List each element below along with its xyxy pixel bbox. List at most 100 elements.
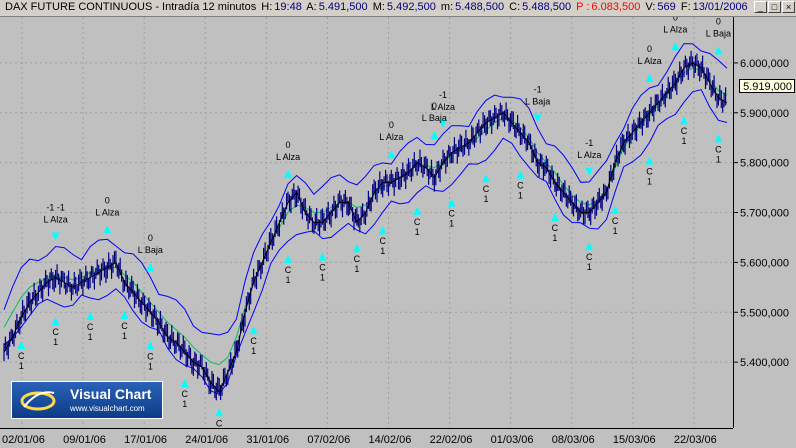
c1-up-arrow-icon — [352, 244, 361, 253]
maximize-button[interactable]: □ — [768, 1, 781, 13]
logo-url: www.visualchart.com — [70, 404, 145, 413]
c1-label: C — [354, 254, 361, 264]
c1-up-arrow-icon — [284, 255, 293, 264]
signal-up-arrow-icon — [671, 42, 680, 51]
pointer-label: P : — [576, 1, 590, 13]
signal-annotation: 0 L Alza — [637, 44, 662, 82]
c1-up-arrow-icon — [585, 242, 594, 251]
signal-label: L Baja — [422, 113, 447, 123]
c1-label: C — [52, 327, 59, 337]
signal-top-label: -1 — [534, 84, 542, 94]
signal-label: L Alza — [276, 152, 300, 162]
hour-label: H: — [261, 1, 273, 13]
c1-up-arrow-icon — [378, 226, 387, 235]
last-price-label: 5.919,000 — [739, 79, 795, 93]
date-tick-label: 22/03/06 — [674, 434, 717, 446]
c1-up-arrow-icon — [318, 252, 327, 261]
c1-label: C — [646, 167, 653, 177]
hour-value: 19:48 — [274, 1, 302, 13]
signal-label: L Alza — [95, 207, 119, 217]
c1-marker: C1 — [215, 408, 224, 428]
low-label: m: — [440, 1, 454, 13]
signal-up-arrow-icon — [387, 150, 396, 159]
c1-label: C — [319, 263, 326, 273]
close-button[interactable]: × — [782, 1, 795, 13]
c1-up-arrow-icon — [516, 170, 525, 179]
c1-marker: C1 — [146, 341, 155, 371]
c1-up-arrow-icon — [482, 174, 490, 183]
c1-marker: C1 — [378, 226, 387, 256]
c1-up-arrow-icon — [249, 326, 258, 335]
signal-up-arrow-icon — [284, 169, 293, 178]
c1-marker: C1 — [120, 310, 129, 341]
volume-label: V: — [645, 1, 656, 13]
price-chart-area[interactable]: -1 -1 L Alza 0 L Alza 0 L Baja 0 L Alza 0 L Alza -… — [0, 17, 734, 428]
c1-label: C — [87, 322, 94, 332]
signal-top-label: 0 — [286, 140, 291, 150]
c1-label: C — [517, 181, 524, 191]
signal-label: L Baja — [706, 28, 731, 38]
signal-down-arrow-icon — [533, 114, 542, 123]
c1-count: 1 — [716, 154, 721, 164]
signal-top-label: 0 — [148, 233, 153, 243]
signal-annotation: 0 L Baja — [422, 101, 447, 139]
c1-label: C — [379, 236, 386, 246]
logo-swoosh-icon — [20, 391, 56, 411]
c1-label: C — [250, 336, 257, 346]
chart-window-header: DAX FUTURE CONTINUOUS - Intradía 12 minu… — [0, 0, 796, 17]
price-line — [3, 62, 728, 394]
date-axis[interactable]: 02/01/06 09/01/06 17/01/06 24/01/06 31/01/06… — [0, 428, 733, 448]
date-axis-svg: 02/01/06 09/01/06 17/01/06 24/01/06 31/01/06… — [2, 434, 717, 446]
c1-count: 1 — [251, 346, 256, 356]
c1-label: C — [414, 217, 421, 227]
pointer-value: 6.083,500 — [591, 1, 641, 13]
price-tick-label: 5.500,000 — [740, 307, 789, 319]
signal-annotation: 0 L Alza — [276, 140, 300, 178]
c1-marker: C1 — [180, 379, 189, 409]
c1-label: C — [216, 418, 223, 428]
c1-marker: C1 — [51, 317, 60, 347]
signal-up-arrow-icon — [103, 225, 112, 234]
c1-count: 1 — [286, 275, 291, 285]
signal-annotation: -1 L Alza — [577, 138, 601, 176]
lower-band-line — [3, 89, 728, 395]
signal-up-arrow-icon — [430, 130, 439, 139]
c1-count: 1 — [122, 331, 127, 341]
c1-count: 1 — [320, 273, 325, 283]
c1-count: 1 — [415, 227, 420, 237]
c1-count: 1 — [354, 264, 359, 274]
c1-marker: C1 — [714, 134, 723, 164]
c1-count: 1 — [88, 332, 93, 342]
c1-marker: C1 — [86, 312, 95, 342]
c1-label: C — [483, 184, 490, 194]
signal-annotation: 0 L Alza — [663, 17, 687, 51]
c1-count: 1 — [552, 233, 557, 243]
signal-label: L Alza — [379, 132, 403, 142]
c1-count: 1 — [182, 399, 187, 409]
signal-up-arrow-icon — [645, 73, 654, 82]
c1-up-arrow-icon — [714, 134, 723, 143]
c1-marker: C1 — [249, 326, 258, 356]
c1-up-arrow-icon — [86, 312, 95, 321]
c1-count: 1 — [587, 262, 592, 272]
price-tick-label: 5.700,000 — [740, 208, 789, 220]
c1-up-arrow-icon — [447, 198, 456, 207]
minimize-button[interactable]: _ — [754, 1, 767, 13]
date-tick-label: 08/03/06 — [552, 434, 595, 446]
signal-label: L Baja — [138, 245, 163, 255]
c1-marker: C1 — [679, 116, 688, 146]
instrument-title: DAX FUTURE CONTINUOUS - Intradía 12 minu… — [5, 1, 257, 13]
c1-up-arrow-icon — [611, 205, 620, 214]
date-label: F: — [680, 1, 691, 13]
signal-annotation: -1 -1 L Alza — [44, 203, 68, 241]
c1-label: C — [586, 252, 593, 262]
c1-marker: C1 — [284, 255, 293, 285]
signal-top-label: -1 — [585, 138, 593, 148]
signal-annotation: 0 L Alza — [379, 120, 403, 159]
c1-count: 1 — [613, 226, 618, 236]
c1-label: C — [681, 126, 688, 136]
date-tick-label: 01/03/06 — [491, 434, 534, 446]
c1-count: 1 — [148, 361, 153, 371]
c1-marker: C1 — [550, 213, 559, 243]
logo-name: Visual Chart — [70, 386, 152, 402]
